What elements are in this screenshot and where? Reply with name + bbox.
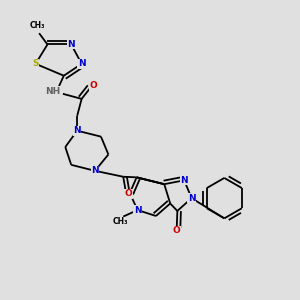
Text: N: N	[180, 176, 188, 185]
Text: N: N	[78, 59, 86, 68]
Text: N: N	[134, 206, 141, 214]
Text: O: O	[173, 226, 181, 235]
Text: N: N	[188, 194, 195, 203]
Text: N: N	[91, 166, 99, 175]
Text: N: N	[68, 40, 75, 49]
Text: S: S	[32, 59, 39, 68]
Text: N: N	[74, 126, 81, 135]
Text: CH₃: CH₃	[112, 218, 128, 226]
Text: O: O	[89, 81, 97, 90]
Text: NH: NH	[45, 87, 60, 96]
Text: O: O	[125, 189, 133, 198]
Text: CH₃: CH₃	[30, 21, 45, 30]
